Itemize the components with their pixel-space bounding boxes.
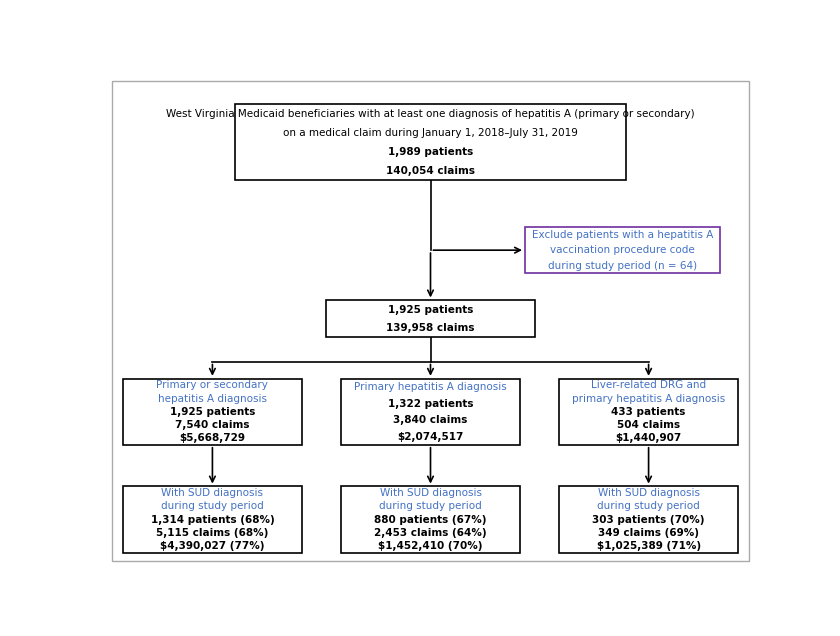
Text: 1,989 patients: 1,989 patients: [388, 147, 473, 157]
Text: 349 claims (69%): 349 claims (69%): [598, 528, 699, 538]
Text: 140,054 claims: 140,054 claims: [386, 166, 475, 176]
Text: during study period: during study period: [379, 501, 482, 511]
Text: during study period: during study period: [161, 501, 264, 511]
Text: $4,390,027 (77%): $4,390,027 (77%): [160, 541, 265, 551]
Text: Liver-related DRG and: Liver-related DRG and: [591, 380, 706, 391]
Text: on a medical claim during January 1, 2018–July 31, 2019: on a medical claim during January 1, 201…: [283, 128, 578, 138]
Text: With SUD diagnosis: With SUD diagnosis: [380, 488, 481, 498]
Text: 1,322 patients: 1,322 patients: [388, 399, 473, 408]
FancyBboxPatch shape: [559, 378, 738, 445]
FancyBboxPatch shape: [559, 487, 738, 553]
FancyBboxPatch shape: [525, 227, 720, 273]
Text: With SUD diagnosis: With SUD diagnosis: [597, 488, 700, 498]
Text: $5,668,729: $5,668,729: [180, 433, 245, 443]
Text: 1,925 patients: 1,925 patients: [388, 305, 473, 315]
Text: during study period: during study period: [597, 501, 700, 511]
Text: 880 patients (67%): 880 patients (67%): [375, 515, 486, 525]
Text: primary hepatitis A diagnosis: primary hepatitis A diagnosis: [572, 394, 725, 404]
Text: $1,440,907: $1,440,907: [616, 433, 682, 443]
Text: Exclude patients with a hepatitis A: Exclude patients with a hepatitis A: [532, 230, 713, 240]
Text: $1,025,389 (71%): $1,025,389 (71%): [596, 541, 701, 551]
Text: 433 patients: 433 patients: [612, 407, 685, 417]
FancyBboxPatch shape: [341, 487, 520, 553]
Text: 139,958 claims: 139,958 claims: [386, 323, 475, 333]
Text: 3,840 claims: 3,840 claims: [393, 415, 468, 425]
Text: $1,452,410 (70%): $1,452,410 (70%): [378, 541, 483, 551]
Text: hepatitis A diagnosis: hepatitis A diagnosis: [158, 394, 267, 404]
Text: during study period (n = 64): during study period (n = 64): [548, 261, 697, 271]
FancyBboxPatch shape: [235, 104, 626, 181]
Text: 1,314 patients (68%): 1,314 patients (68%): [150, 515, 275, 525]
Text: vaccination procedure code: vaccination procedure code: [550, 245, 695, 255]
Text: 303 patients (70%): 303 patients (70%): [592, 515, 705, 525]
Text: 2,453 claims (64%): 2,453 claims (64%): [374, 528, 487, 538]
Text: 7,540 claims: 7,540 claims: [176, 420, 249, 430]
Text: West Virginia Medicaid beneficiaries with at least one diagnosis of hepatitis A : West Virginia Medicaid beneficiaries wit…: [166, 109, 695, 119]
FancyBboxPatch shape: [341, 378, 520, 445]
Text: Primary or secondary: Primary or secondary: [156, 380, 268, 391]
Text: With SUD diagnosis: With SUD diagnosis: [161, 488, 264, 498]
FancyBboxPatch shape: [123, 487, 302, 553]
Text: 1,925 patients: 1,925 patients: [170, 407, 255, 417]
Text: Primary hepatitis A diagnosis: Primary hepatitis A diagnosis: [354, 382, 507, 392]
FancyBboxPatch shape: [326, 300, 535, 337]
Text: 5,115 claims (68%): 5,115 claims (68%): [156, 528, 269, 538]
Text: 504 claims: 504 claims: [617, 420, 680, 430]
FancyBboxPatch shape: [123, 378, 302, 445]
Text: $2,074,517: $2,074,517: [397, 432, 464, 441]
